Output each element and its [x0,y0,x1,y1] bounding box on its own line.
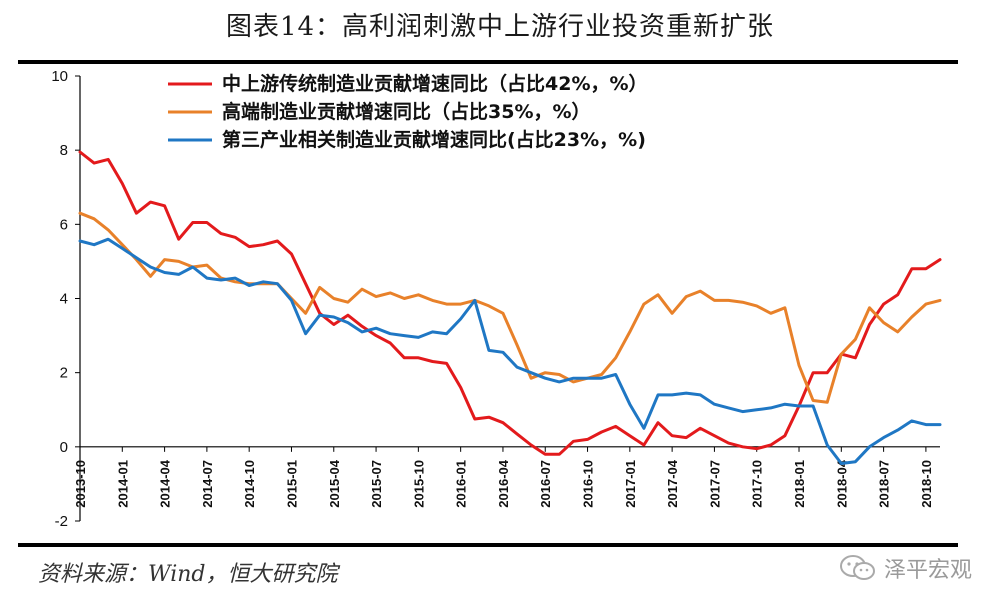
wechat-icon [839,555,875,580]
x-tick-label: 2014-10 [242,460,257,508]
x-tick-label: 2014-07 [200,460,215,508]
chart-series [78,150,942,465]
x-tick-label: 2016-10 [581,460,596,508]
chart-title: 图表14：高利润刺激中上游行业投资重新扩张 [225,12,775,42]
x-tick-label: 2016-04 [496,459,511,507]
x-tick-label: 2014-01 [115,460,130,508]
x-tick-label: 2018-04 [834,459,849,507]
x-tick-label: 2017-10 [750,460,765,508]
chart-axes: -2 0 2 4 6 8 10 2013-10 2014-01 2014-04 2014-07 201… [51,68,940,530]
bottom-rule [18,543,958,547]
x-tick-label: 2017-01 [623,460,638,508]
x-tick-label: 2016-01 [454,460,469,508]
x-tick-label: 2018-07 [877,460,892,508]
y-tick-label: 6 [60,216,68,233]
top-rule [18,60,958,64]
legend-label-3: 第三产业相关制造业贡献增速同比(占比23%，%) [222,128,646,151]
brand-watermark: 泽平宏观 [838,552,972,584]
y-tick-label: 4 [60,291,68,308]
y-tick-label: 0 [60,439,68,456]
x-tick-label: 2015-10 [411,460,426,508]
series-line-3 [78,237,942,465]
x-tick-label: 2018-10 [919,460,934,508]
x-tick-label: 2015-04 [327,459,342,507]
x-tick-label: 2015-07 [369,460,384,508]
x-tick-label: 2015-01 [284,460,299,508]
series-line-1 [78,150,942,456]
y-tick-label: 8 [60,142,68,159]
legend-label-2: 高端制造业贡献增速同比（占比35%，%） [222,100,591,123]
x-tick-label: 2018-01 [792,460,807,508]
chart-legend: 中上游传统制造业贡献增速同比（占比42%，%） 高端制造业贡献增速同比（占比35%… [168,72,648,151]
x-tick-label: 2016-07 [538,460,553,508]
y-tick-label: 2 [60,365,68,382]
y-tick-label: -2 [55,513,68,530]
x-tick-label: 2013-10 [73,460,88,508]
y-tick-label: 10 [51,68,68,85]
brand-label: 泽平宏观 [883,558,972,583]
source-note: 资料来源：Wind，恒大研究院 [38,562,338,587]
legend-label-1: 中上游传统制造业贡献增速同比（占比42%，%） [222,72,648,95]
x-tick-label: 2014-04 [158,459,173,507]
x-tick-label: 2017-07 [707,460,722,508]
x-tick-label: 2017-04 [665,459,680,507]
